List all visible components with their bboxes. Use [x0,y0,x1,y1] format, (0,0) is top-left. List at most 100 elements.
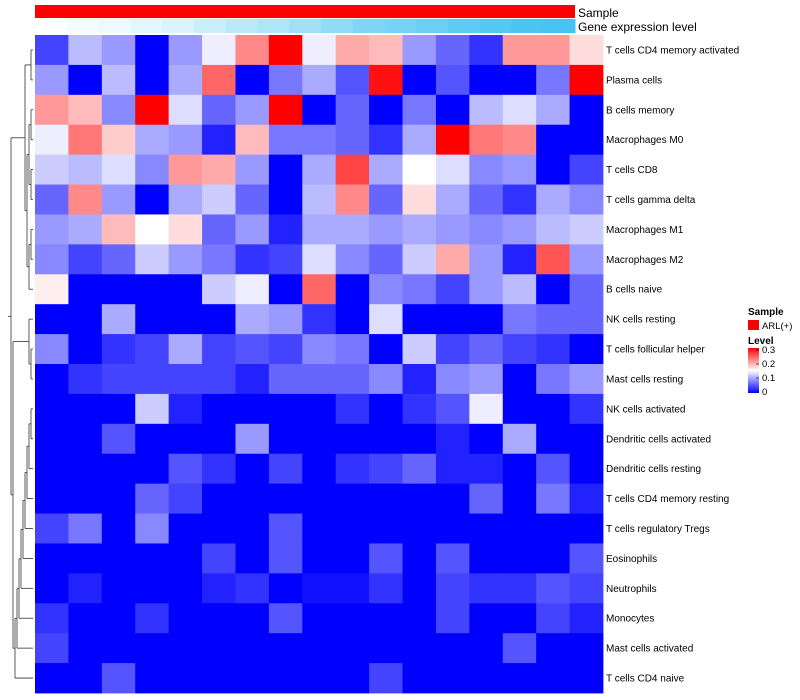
heatmap-cell [101,304,136,335]
heatmap-cell [101,364,136,395]
heatmap-cell [536,633,570,664]
heatmap-cell [469,573,504,604]
heatmap-cell [469,513,504,544]
heatmap-cell [168,244,203,275]
heatmap-cell [135,64,170,96]
heatmap-cell [268,483,303,514]
heatmap-cell [268,334,303,365]
heatmap-cell [335,154,370,185]
row-label: Macrophages M0 [606,135,684,146]
heatmap-cell [302,244,337,275]
heatmap-cell [35,543,69,574]
heatmap-cell [469,603,504,634]
heatmap-cell [235,543,270,574]
heatmap-cell [135,94,170,126]
heatmap-cell [68,334,103,365]
heatmap-cell [235,423,270,455]
sample-track-bar [35,5,575,18]
heatmap-cell [68,214,103,245]
row-label: Dendritic cells activated [606,434,711,445]
heatmap-cell [168,513,203,544]
heatmap-cell [235,35,270,66]
heatmap-cell [435,423,470,455]
heatmap-cell [502,184,537,215]
heatmap-cell [35,423,69,455]
heatmap-cell [369,244,403,275]
heatmap-cell [168,304,203,335]
heatmap-cell [402,483,437,514]
heatmap-cell [268,154,303,185]
legend-sample-label: ARL(+) [762,321,792,332]
heatmap-cell [68,274,103,305]
heatmap-cell [469,244,504,275]
heatmap-cell [135,663,170,694]
heatmap-cell [202,633,236,664]
heatmap-cell [135,453,170,485]
heatmap-cell [402,94,437,126]
heatmap-cell [569,603,604,634]
heatmap-cell [502,334,537,365]
heatmap-cell [268,214,303,245]
heatmap-cell [302,633,337,664]
heatmap-cell [101,573,136,604]
heatmap-cell [335,244,370,275]
heatmap-cell [536,453,570,485]
heatmap-cell [569,633,604,664]
heatmap-cell [369,603,403,634]
heatmap-cell [235,214,270,245]
heatmap-cell [402,35,437,66]
heatmap-cell [35,393,69,425]
heatmap-cell [369,94,403,126]
heatmap-cell [435,573,470,604]
legend-tick-label: 0.1 [762,373,775,384]
heatmap-cell [35,603,69,634]
heatmap-cell [68,663,103,694]
heatmap-cell [235,573,270,604]
heatmap-cell [536,124,570,156]
row-label: Macrophages M2 [606,255,684,266]
heatmap-cell [536,364,570,395]
heatmap-cell [569,364,604,395]
heatmap-cell [335,543,370,574]
heatmap-cell [369,334,403,365]
heatmap-cell [168,573,203,604]
heatmap-cell [369,573,403,604]
heatmap-cell [569,334,604,365]
heatmap-cell [435,304,470,335]
heatmap-cell [502,393,537,425]
heatmap-cell [235,304,270,335]
heatmap-cell [402,154,437,185]
heatmap-cell [202,573,236,604]
heatmap-cell [202,94,236,126]
heatmap-cell [68,543,103,574]
heatmap-cell [536,663,570,694]
heatmap-cell [168,543,203,574]
heatmap-cell [369,214,403,245]
heatmap-cell [202,513,236,544]
heatmap-cell [168,124,203,156]
heatmap-cell [435,35,470,66]
heatmap-cell [569,35,604,66]
heatmap-cell [135,304,170,335]
heatmap-cell [569,304,604,335]
heatmap-cell [68,35,103,66]
heatmap-cell [68,304,103,335]
heatmap-cell [435,633,470,664]
heatmap-cell [469,483,504,514]
heatmap-cell [536,94,570,126]
row-label: NK cells resting [606,315,675,326]
heatmap-cell [302,304,337,335]
heatmap-cell [68,483,103,514]
heatmap-cell [402,364,437,395]
heatmap-cell [302,603,337,634]
row-label: T cells CD4 memory resting [606,494,729,505]
heatmap-cell [335,304,370,335]
heatmap-cell [536,274,570,305]
heatmap-cell [402,64,437,96]
heatmap-cell [469,35,504,66]
sample-annotation-track [35,5,575,18]
heatmap-cell [502,35,537,66]
heatmap-cell [435,334,470,365]
heatmap-cell [402,453,437,485]
